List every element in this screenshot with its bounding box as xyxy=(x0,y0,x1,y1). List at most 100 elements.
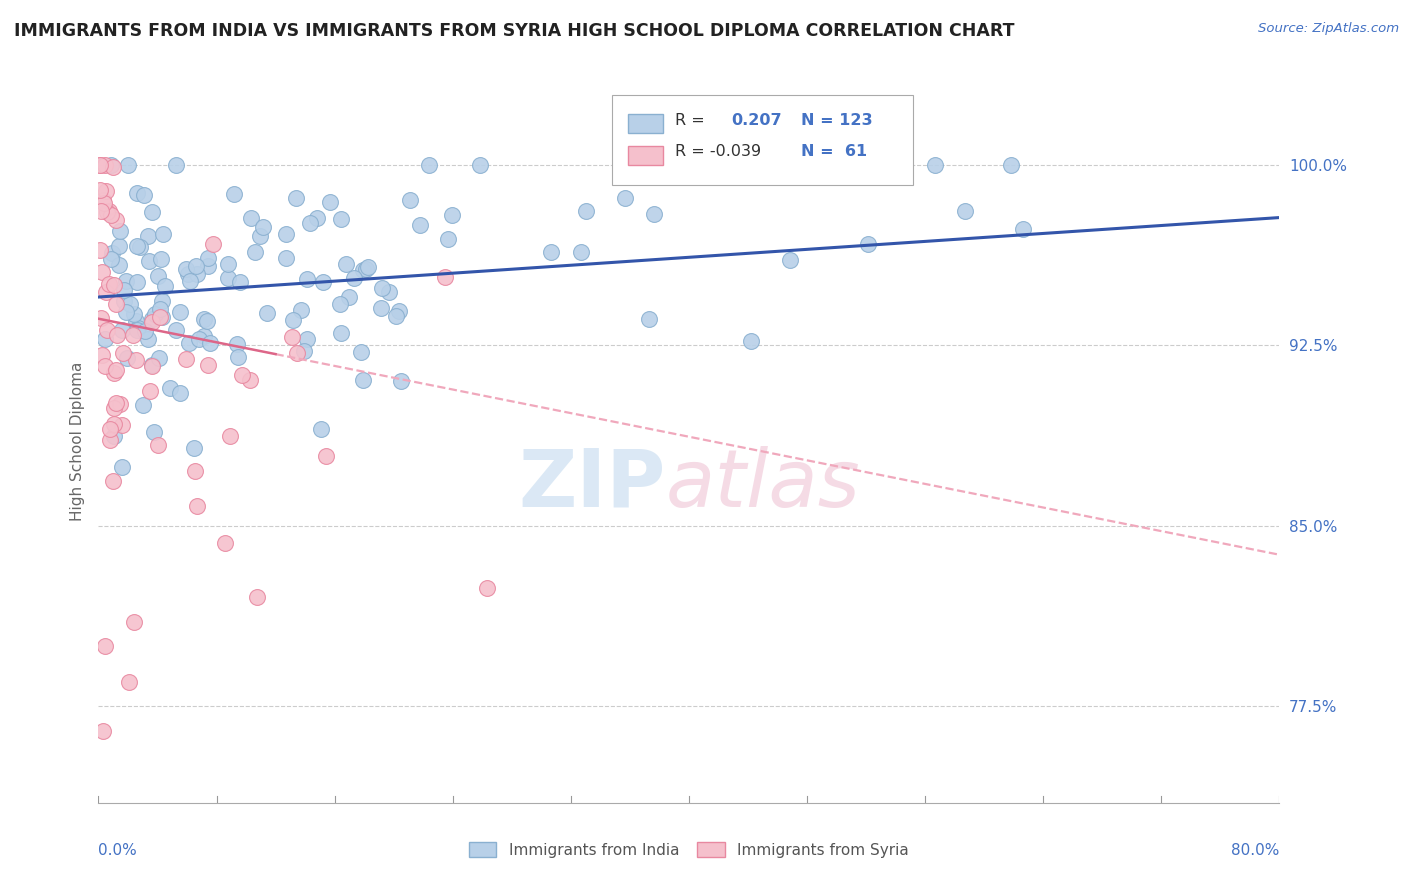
Point xyxy=(94,184,117,198)
Point xyxy=(98,422,121,436)
Point xyxy=(138,253,160,268)
Point xyxy=(128,240,150,254)
Point xyxy=(226,337,249,351)
Point xyxy=(152,310,174,324)
Point xyxy=(1000,157,1022,171)
Point xyxy=(141,315,163,329)
Point xyxy=(149,252,172,267)
Point xyxy=(94,158,117,172)
Point xyxy=(197,259,219,273)
FancyBboxPatch shape xyxy=(612,95,914,185)
Point xyxy=(150,293,173,308)
Point xyxy=(1012,222,1035,236)
Text: atlas: atlas xyxy=(665,446,860,524)
Point xyxy=(103,277,125,292)
Point xyxy=(103,429,125,443)
Text: N = 123: N = 123 xyxy=(801,112,873,128)
Point xyxy=(239,373,262,387)
Point xyxy=(105,327,128,342)
Point xyxy=(440,208,463,222)
Point xyxy=(98,277,121,291)
Text: ZIP: ZIP xyxy=(517,446,665,524)
Point xyxy=(643,207,665,221)
Point xyxy=(240,211,263,226)
Point xyxy=(141,205,163,219)
Point xyxy=(89,244,111,258)
Point xyxy=(94,285,117,300)
Point xyxy=(174,351,197,366)
Point xyxy=(122,307,145,321)
Point xyxy=(139,384,162,398)
Point xyxy=(93,723,115,738)
Point xyxy=(118,675,141,690)
Point xyxy=(290,302,312,317)
Point xyxy=(91,194,114,208)
Point xyxy=(103,475,125,489)
Point xyxy=(335,257,357,271)
Point xyxy=(953,204,976,219)
Point xyxy=(384,309,406,323)
Point xyxy=(276,251,298,265)
Point xyxy=(105,297,128,311)
Point xyxy=(136,332,159,346)
Point xyxy=(141,358,163,372)
Point xyxy=(111,417,134,432)
Point xyxy=(193,329,215,343)
Point xyxy=(148,351,170,365)
Point xyxy=(614,191,637,205)
Point xyxy=(184,464,207,478)
Point xyxy=(418,157,440,171)
Point xyxy=(108,239,131,253)
Point xyxy=(141,359,163,373)
Point xyxy=(274,227,297,241)
Point xyxy=(297,332,319,346)
Point xyxy=(284,191,307,205)
Point xyxy=(103,417,125,431)
Point xyxy=(132,398,155,412)
Point xyxy=(309,422,332,436)
Point xyxy=(108,258,131,272)
Point xyxy=(179,274,201,288)
Point xyxy=(337,290,360,304)
Point xyxy=(222,187,245,202)
Point xyxy=(96,323,118,337)
Point xyxy=(229,276,252,290)
Point xyxy=(924,157,946,171)
Point xyxy=(307,211,329,225)
Point xyxy=(125,275,148,289)
Point xyxy=(186,267,208,281)
Point xyxy=(256,306,278,320)
Point xyxy=(249,228,271,243)
Point xyxy=(299,216,322,230)
Point xyxy=(122,615,145,629)
Point xyxy=(93,195,115,210)
Point xyxy=(149,301,172,316)
Point xyxy=(94,639,117,653)
Point xyxy=(117,157,139,171)
Point xyxy=(186,499,208,513)
Point xyxy=(112,346,135,360)
Text: R =: R = xyxy=(675,112,710,128)
Point xyxy=(540,244,562,259)
Point xyxy=(90,311,112,326)
Point xyxy=(183,441,205,455)
Point xyxy=(352,263,374,277)
Point xyxy=(125,313,148,327)
Point xyxy=(475,581,498,595)
Point xyxy=(134,325,156,339)
Point xyxy=(143,307,166,321)
Point xyxy=(285,345,308,359)
Point xyxy=(125,323,148,337)
Point xyxy=(217,271,239,285)
Point xyxy=(575,204,598,219)
Text: 0.0%: 0.0% xyxy=(98,843,138,857)
Point xyxy=(89,157,111,171)
Y-axis label: High School Diploma: High School Diploma xyxy=(69,362,84,521)
Point xyxy=(186,259,208,273)
Point xyxy=(246,590,269,604)
Legend: Immigrants from India, Immigrants from Syria: Immigrants from India, Immigrants from S… xyxy=(463,836,915,863)
Point xyxy=(112,293,135,308)
Point xyxy=(177,267,200,281)
Point xyxy=(193,312,215,326)
Point xyxy=(122,328,145,343)
